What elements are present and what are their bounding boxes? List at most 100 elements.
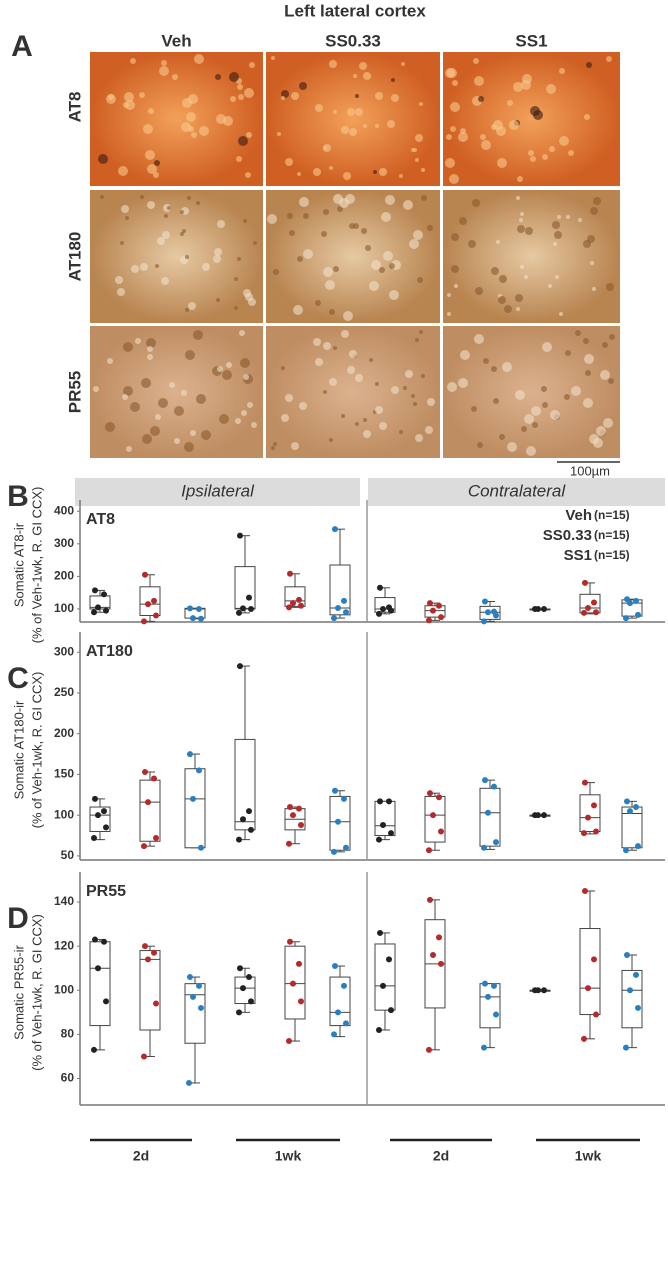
cell [421,374,425,378]
cell [217,220,225,228]
cell [451,265,459,273]
cell [498,296,506,304]
micrograph [266,190,440,323]
cell [379,267,385,273]
data-point [593,828,599,835]
data-point [196,605,202,612]
cell [586,62,592,68]
cell [150,426,160,436]
cell [223,116,233,126]
cell [219,414,229,424]
cell [425,426,433,434]
column-label: Veh [161,31,191,50]
cell [349,223,355,229]
legend-n: (n=15) [594,548,630,562]
data-point [491,982,497,989]
cell [559,312,563,316]
cell [333,346,337,350]
cell [241,410,247,416]
data-point [248,998,254,1005]
data-point [491,783,497,790]
cell [214,248,222,256]
data-point [151,597,157,604]
cell [474,334,484,344]
micrograph [443,52,620,186]
cell [158,398,168,408]
cell [383,251,393,261]
cell [236,156,242,162]
data-point [426,847,432,854]
data-point [481,1044,487,1051]
cell [216,298,220,302]
cell [123,342,133,352]
cell [287,213,293,219]
cell [323,267,333,277]
cell [391,94,399,102]
cell [403,386,407,390]
cell [606,56,612,62]
data-point [436,934,442,941]
data-point [290,600,296,607]
cell [341,126,349,134]
data-point [426,617,432,624]
data-point [103,824,109,831]
cell [297,172,301,176]
cell [491,267,499,275]
cell [391,78,395,82]
box [424,795,446,843]
cell [196,201,200,205]
cell [520,212,524,216]
cell [583,398,593,408]
cell [411,148,415,152]
data-point [332,526,338,533]
cell [291,442,299,450]
cell [530,156,536,162]
box [184,983,206,1044]
data-point [376,836,382,843]
data-point [142,943,148,950]
cell [315,104,323,112]
box [621,806,643,849]
data-point [581,1035,587,1042]
panel-letter: B [7,480,29,513]
data-point [92,936,98,943]
cell [532,422,538,428]
data-point [623,1044,629,1051]
cell [155,414,161,420]
cell [515,294,523,302]
data-point [142,769,148,775]
data-point [380,821,386,828]
cell [337,206,343,212]
cell [243,219,247,223]
cell [235,418,241,424]
data-point [331,1031,337,1038]
data-point [436,602,442,609]
data-point [298,821,304,828]
cell [229,72,239,82]
data-point [593,609,599,616]
cell [130,58,136,64]
data-point [386,798,392,805]
data-point [482,980,488,987]
cell [401,62,405,66]
cell [182,229,186,233]
legend-n: (n=15) [594,528,630,542]
cell [399,430,403,434]
box [234,566,256,610]
cell [564,394,570,400]
cell [190,430,196,436]
cell [497,158,507,168]
cell [313,168,321,176]
cell [325,280,335,290]
cell [329,378,337,386]
cell [522,74,532,84]
data-point [141,1053,147,1060]
y-tick-label: 100 [54,807,74,821]
cell [592,287,596,291]
scale-bar-label: 100µm [570,463,610,478]
data-point [290,812,296,819]
cell [542,342,552,352]
box [329,976,351,1027]
cell [524,414,534,424]
cell [122,394,128,400]
